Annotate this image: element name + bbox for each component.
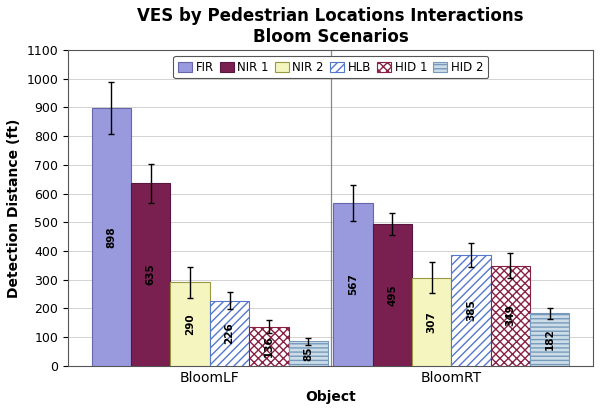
Text: 635: 635 (146, 264, 156, 285)
Bar (170, 282, 210, 366)
Text: 307: 307 (427, 311, 437, 332)
Bar (451, 255, 491, 366)
Legend: FIR, NIR 1, NIR 2, HLB, HID 1, HID 2: FIR, NIR 1, NIR 2, HLB, HID 1, HID 2 (173, 56, 488, 79)
Bar (249, 327, 289, 366)
Y-axis label: Detection Distance (ft): Detection Distance (ft) (7, 118, 21, 298)
Bar (92, 108, 131, 366)
Text: 385: 385 (466, 300, 476, 321)
Bar (333, 203, 373, 366)
Text: 290: 290 (185, 313, 195, 335)
X-axis label: Object: Object (305, 390, 356, 404)
Bar (491, 266, 530, 366)
Bar (373, 224, 412, 366)
Text: 85: 85 (303, 346, 313, 361)
Bar (412, 277, 451, 366)
Text: 898: 898 (106, 226, 116, 248)
Text: 349: 349 (505, 305, 515, 326)
Bar (131, 183, 170, 366)
Text: 567: 567 (348, 273, 358, 295)
Text: 182: 182 (545, 329, 555, 351)
Bar (210, 301, 249, 366)
Bar (530, 314, 569, 366)
Title: VES by Pedestrian Locations Interactions
Bloom Scenarios: VES by Pedestrian Locations Interactions… (137, 7, 524, 46)
Text: 226: 226 (224, 322, 235, 344)
Text: 136: 136 (264, 335, 274, 357)
Bar (289, 341, 328, 366)
Text: 495: 495 (387, 284, 397, 305)
